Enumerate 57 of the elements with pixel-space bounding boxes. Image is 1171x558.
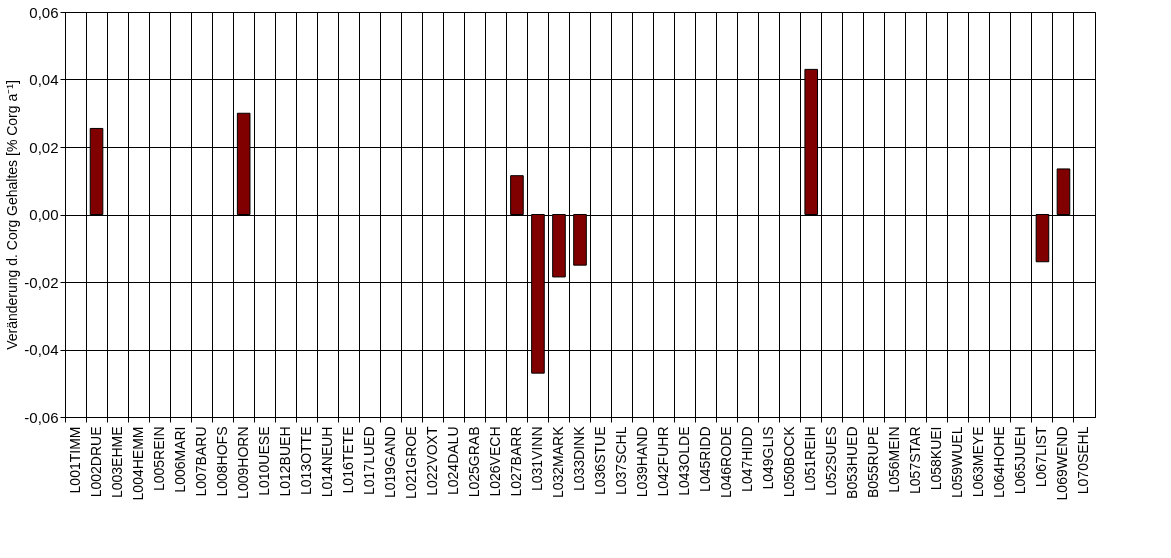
x-tick-label: L016TETE <box>339 426 356 494</box>
y-axis-title: Veränderung d. Corg Gehaltes [% Corg a⁻¹] <box>4 80 21 350</box>
x-tick-label: L021GROE <box>402 426 419 499</box>
x-tick-label: L058KUEI <box>928 426 945 491</box>
y-tick-label: 0,06 <box>29 3 59 21</box>
x-tick-label: L027BARR <box>507 426 524 497</box>
x-tick-label: L033DINK <box>571 425 587 492</box>
x-tick-label: L010UESE <box>255 426 272 496</box>
x-tick-label: L002DRUE <box>87 426 104 498</box>
x-tick-label: L045RIDD <box>697 426 714 492</box>
x-tick-label: L051REIH <box>802 426 819 492</box>
x-tick-label: L009HORN <box>234 426 251 499</box>
x-tick-label: L014NEUH <box>318 426 335 498</box>
x-tick-label: L037SCHL <box>613 426 630 495</box>
x-tick-label: L046RODE <box>718 426 735 499</box>
x-tick-label: L047HIDD <box>739 426 756 492</box>
y-tick-label: -0,06 <box>24 408 59 426</box>
x-tick-label: L026VECH <box>486 426 503 497</box>
x-tick-label: L006MARI <box>171 426 188 493</box>
x-tick-label: L022VOXT <box>423 426 440 496</box>
y-tick-label: -0,02 <box>24 273 59 291</box>
x-tick-label: L067LIST <box>1033 426 1050 488</box>
x-tick-label: L036STUE <box>592 426 609 495</box>
x-tick-label: L024DALU <box>444 426 461 495</box>
x-tick-label: L052SUES <box>823 426 840 496</box>
x-tick-label: L070SEHL <box>1075 426 1092 495</box>
x-tick-label: L043OLDE <box>676 426 693 496</box>
y-tick-label: -0,04 <box>24 341 59 358</box>
x-tick-label: L032MARK <box>549 425 566 499</box>
y-tick-label: 0,00 <box>29 206 59 223</box>
x-tick-label: L042FUHR <box>655 426 672 497</box>
x-tick-label: L065JUEH <box>1012 426 1029 495</box>
x-tick-label: L019GAND <box>381 426 398 499</box>
x-tick-label: L008HOFS <box>213 426 230 497</box>
x-tick-label: L005REIN <box>150 426 167 492</box>
x-tick-label: L059WUEL <box>949 426 966 499</box>
x-tick-label: L039HAND <box>634 426 651 498</box>
x-tick-label: L025GRAB <box>465 426 482 498</box>
x-tick-label: L063MEYE <box>970 426 987 498</box>
y-tick-label: 0,04 <box>29 71 59 88</box>
x-tick-label: L013OTTE <box>297 426 314 495</box>
x-tick-label: B055RUPE <box>865 426 882 499</box>
y-tick-label: 0,02 <box>29 138 59 156</box>
x-tick-label: L001TIMM <box>66 426 83 494</box>
x-tick-label: L057STAR <box>907 426 924 494</box>
x-tick-label: L012BUEH <box>276 426 293 497</box>
x-tick-label: L031VINN <box>528 426 545 492</box>
x-tick-label: L017LUED <box>360 426 377 495</box>
x-tick-label: L064HOHE <box>991 426 1008 499</box>
x-tick-label: L049GLIS <box>760 426 777 490</box>
x-tick-label: L050BOCK <box>781 425 798 498</box>
x-tick-label: L056MEIN <box>886 426 903 493</box>
x-tick-label: B053HUED <box>844 426 861 499</box>
x-tick-label: L069WEND <box>1054 426 1071 501</box>
x-tick-label: L003EHME <box>108 426 125 499</box>
x-tick-label: L004HEMM <box>129 426 146 501</box>
x-tick-label: L007BARU <box>192 426 209 497</box>
